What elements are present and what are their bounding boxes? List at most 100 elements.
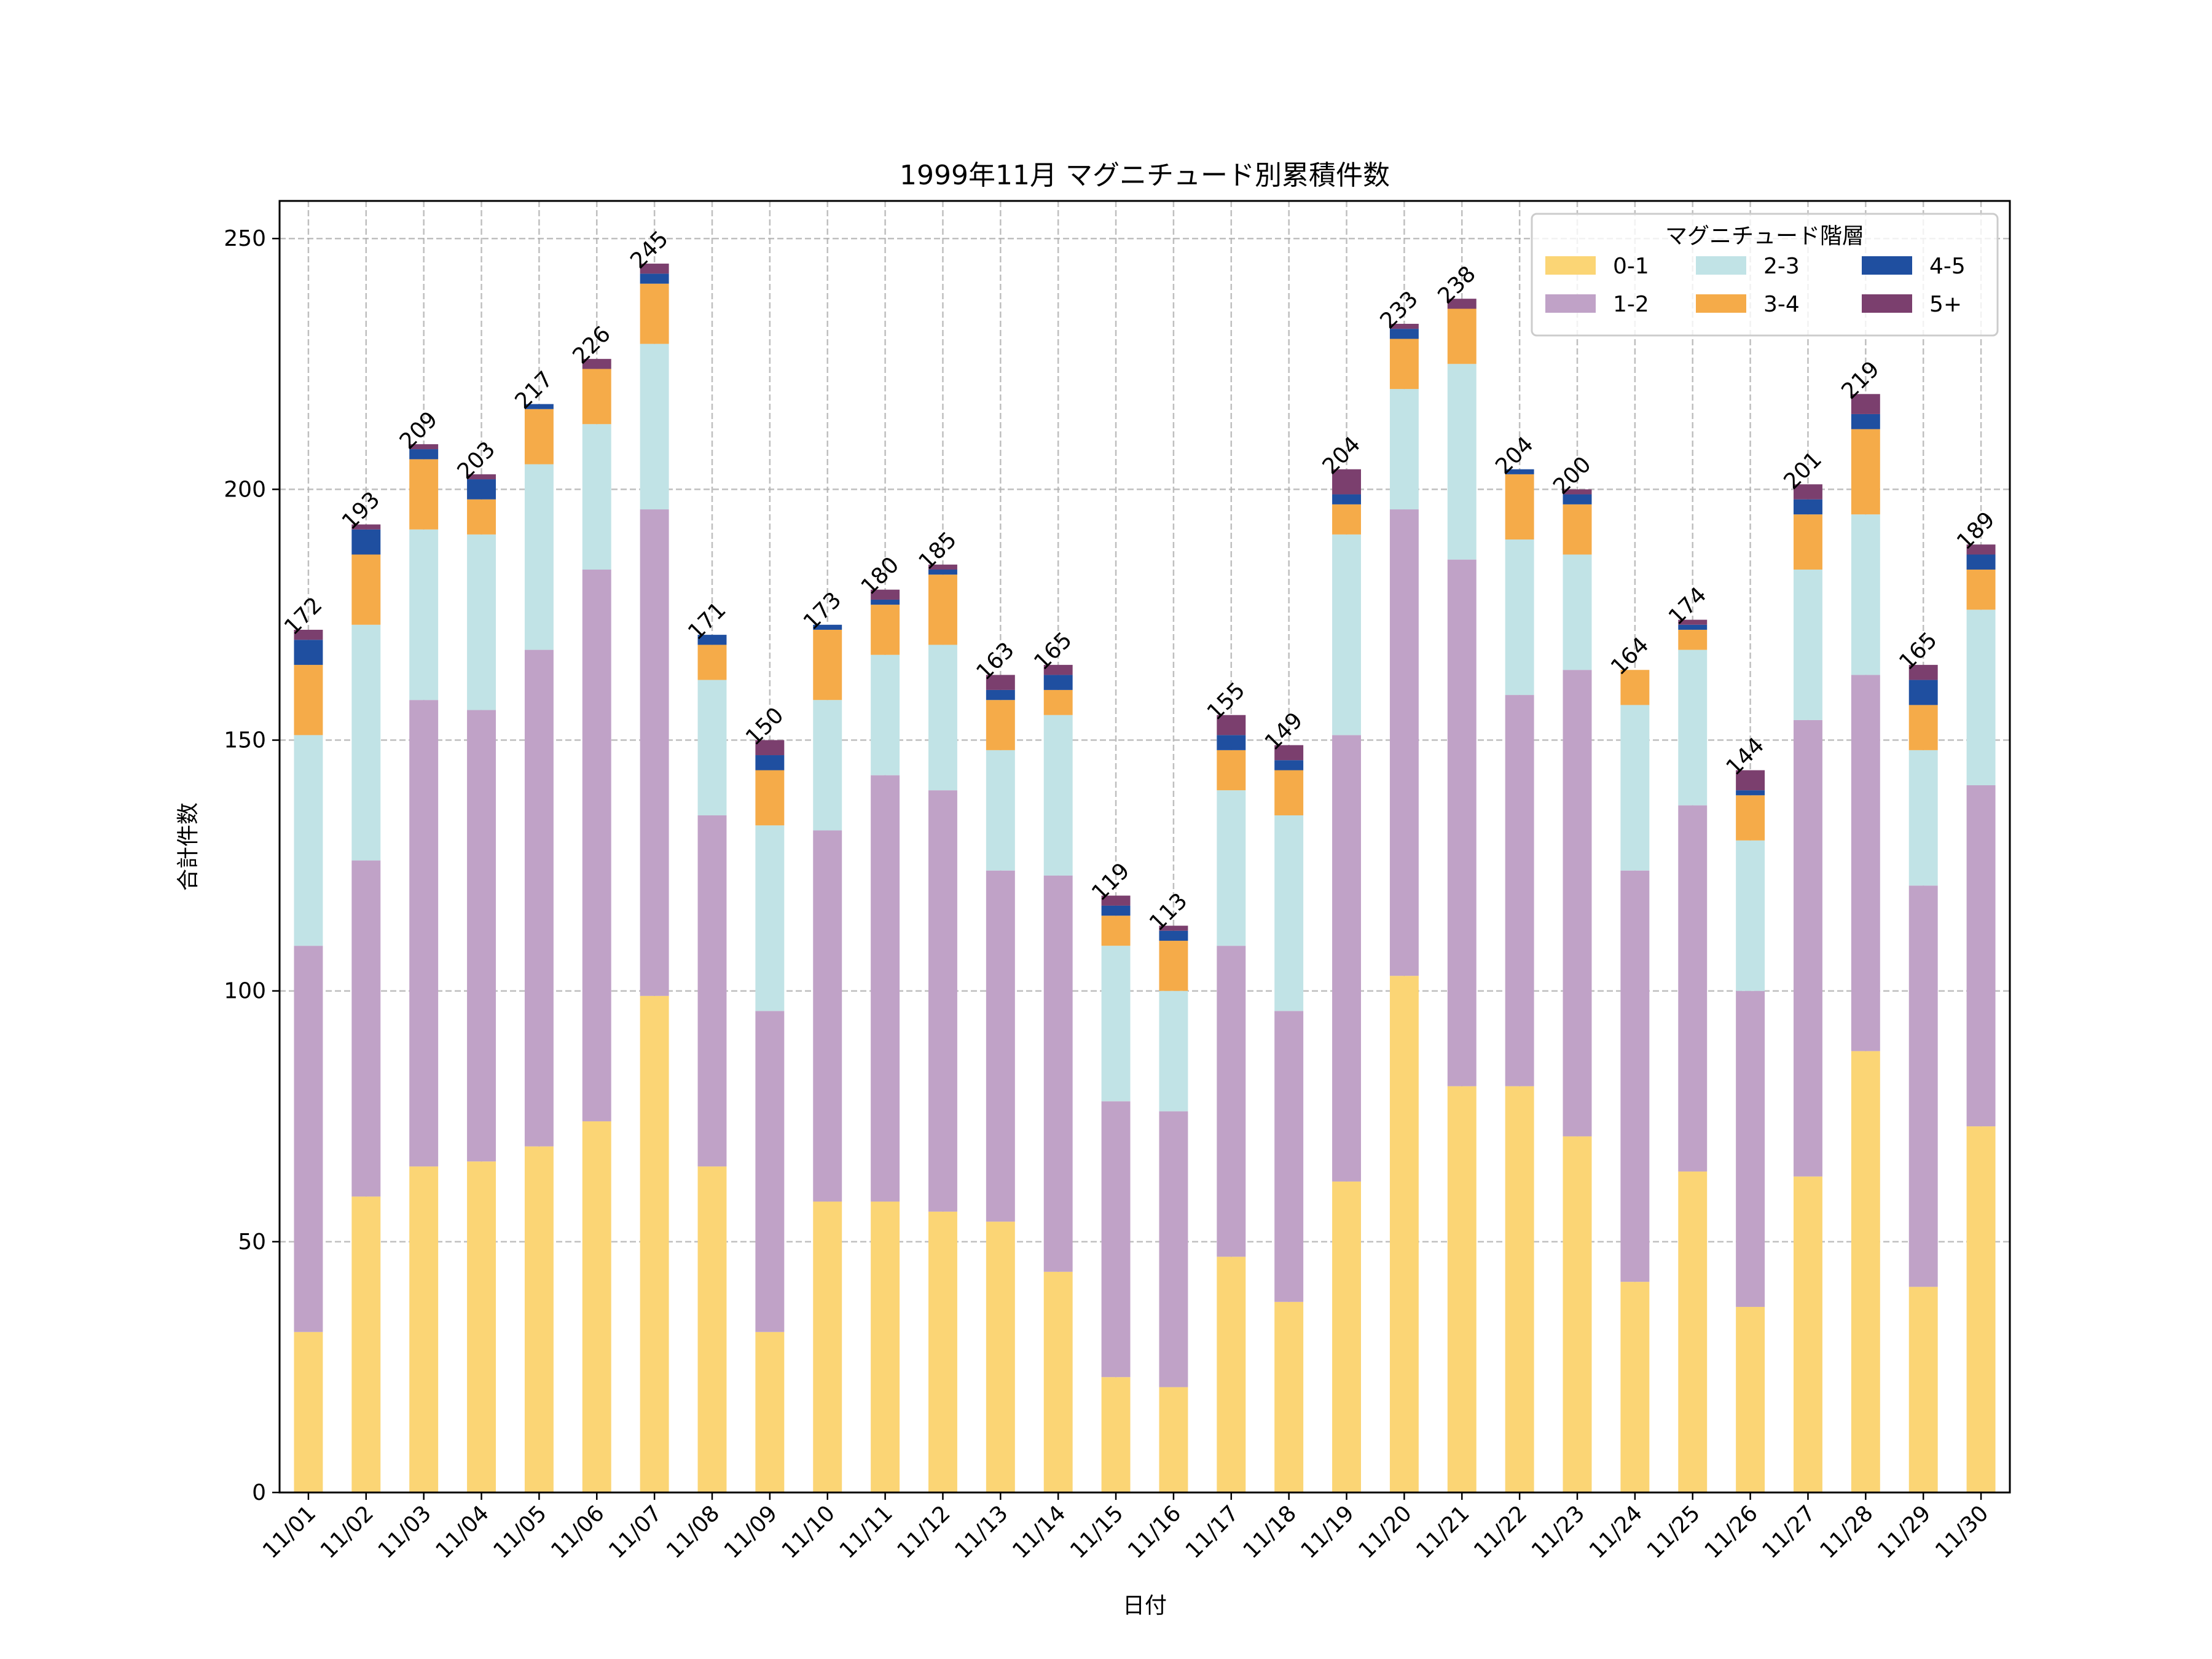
bar-segment-5+ xyxy=(1159,925,1188,931)
bar-segment-2-3 xyxy=(1966,610,1996,786)
bar-segment-2-3 xyxy=(1043,715,1073,876)
x-tick-label: 11/14 xyxy=(1008,1500,1070,1563)
bar-segment-1-2 xyxy=(582,569,611,1121)
bar-segment-1-2 xyxy=(1678,805,1708,1172)
bar-segment-3-4 xyxy=(1159,941,1188,991)
bar-segment-5+ xyxy=(1678,619,1708,625)
bar-segment-1-2 xyxy=(1851,675,1880,1051)
bar-segment-4-5 xyxy=(1966,554,1996,570)
bar-segment-0-1 xyxy=(1274,1301,1304,1492)
bar-segment-0-1 xyxy=(813,1201,842,1492)
bar-segment-4-5 xyxy=(467,479,496,500)
bar-segment-3-4 xyxy=(1908,705,1938,750)
bar-segment-2-3 xyxy=(928,645,957,791)
bar-segment-3-4 xyxy=(1043,689,1073,715)
bar-segment-3-4 xyxy=(1966,569,1996,610)
x-axis: 11/0111/0211/0311/0411/0511/0611/0711/08… xyxy=(258,1492,1993,1564)
bar-segment-2-3 xyxy=(986,750,1015,871)
bar-segment-4-5 xyxy=(1736,790,1765,796)
x-tick-label: 11/06 xyxy=(546,1500,609,1563)
bar-segment-1-2 xyxy=(1043,875,1073,1272)
x-tick-label: 11/22 xyxy=(1469,1500,1532,1563)
bar-segment-4-5 xyxy=(1043,675,1073,690)
x-tick-label: 11/17 xyxy=(1181,1500,1244,1563)
bar-segment-5+ xyxy=(1736,770,1765,791)
bar-segment-3-4 xyxy=(294,665,323,735)
bar-segment-0-1 xyxy=(1563,1136,1592,1492)
bar-segment-1-2 xyxy=(351,860,381,1197)
bar-segment-4-5 xyxy=(1794,499,1822,515)
bar-segment-2-3 xyxy=(1101,946,1131,1102)
y-axis: 0 50 100 150 200 250 xyxy=(224,226,280,1505)
x-tick-label: 11/03 xyxy=(374,1500,436,1563)
bar-segment-0-1 xyxy=(1620,1282,1650,1492)
x-tick-label: 11/16 xyxy=(1123,1500,1186,1563)
bar-segment-4-5 xyxy=(1389,329,1419,339)
bar-segment-0-1 xyxy=(1159,1387,1188,1492)
bar-segment-3-4 xyxy=(1447,308,1477,364)
bar-segment-2-3 xyxy=(409,529,439,700)
legend-label: 5+ xyxy=(1929,292,1962,317)
bar-segment-2-3 xyxy=(1620,705,1650,871)
bar-segment-3-4 xyxy=(1563,504,1592,555)
bar-segment-3-4 xyxy=(1274,770,1304,815)
legend-label: 3-4 xyxy=(1763,292,1800,317)
bar-segment-0-1 xyxy=(986,1222,1015,1492)
bar-segment-4-5 xyxy=(294,640,323,665)
bar-segment-2-3 xyxy=(524,464,554,650)
bar-segment-0-1 xyxy=(1678,1171,1708,1492)
legend-label: 1-2 xyxy=(1613,292,1649,317)
bar-segment-5+ xyxy=(871,589,900,600)
x-tick-label: 11/08 xyxy=(662,1500,724,1563)
bar-segment-4-5 xyxy=(1332,494,1361,504)
bar-segment-2-3 xyxy=(640,343,669,510)
bar-segment-1-2 xyxy=(1159,1111,1188,1387)
bar-segment-0-1 xyxy=(1908,1287,1938,1492)
bar-segment-3-4 xyxy=(1794,514,1822,570)
legend: マグニチュード階層 0-1 1-2 2-3 3-4 4-5 5+ xyxy=(1531,213,1999,337)
bar-segment-5+ xyxy=(467,474,496,480)
bar-segment-0-1 xyxy=(697,1166,727,1492)
bar-segment-1-2 xyxy=(1966,785,1996,1127)
bar-segment-2-3 xyxy=(1505,539,1534,696)
bars xyxy=(294,264,1996,1492)
bar-segment-1-2 xyxy=(1101,1101,1131,1378)
bar-segment-2-3 xyxy=(351,624,381,861)
bar-segment-3-4 xyxy=(1505,474,1534,540)
x-tick-label: 11/25 xyxy=(1642,1500,1705,1563)
bar-segment-3-4 xyxy=(813,629,842,700)
bar-segment-0-1 xyxy=(871,1201,900,1492)
bar-segment-5+ xyxy=(351,524,381,530)
x-tick-label: 11/12 xyxy=(892,1500,955,1563)
bar-segment-3-4 xyxy=(1101,916,1131,946)
x-tick-label: 11/28 xyxy=(1815,1500,1878,1563)
x-tick-label: 11/27 xyxy=(1757,1500,1820,1563)
bar-segment-5+ xyxy=(1101,895,1131,906)
bar-segment-5+ xyxy=(1274,745,1304,761)
bar-segment-0-1 xyxy=(1217,1257,1246,1492)
bar-segment-4-5 xyxy=(1274,760,1304,771)
bar-segment-0-1 xyxy=(294,1332,323,1492)
bar-segment-4-5 xyxy=(1159,930,1188,941)
bar-segment-2-3 xyxy=(1794,569,1822,720)
bar-segment-4-5 xyxy=(351,529,381,555)
bar-segment-1-2 xyxy=(1620,870,1650,1282)
x-tick-label: 11/29 xyxy=(1873,1500,1936,1563)
bar-segment-0-1 xyxy=(1332,1181,1361,1492)
bar-segment-0-1 xyxy=(1447,1086,1477,1492)
bar-segment-2-3 xyxy=(1274,815,1304,1011)
bar-segment-2-3 xyxy=(294,735,323,946)
bar-segment-1-2 xyxy=(697,815,727,1167)
bar-segment-5+ xyxy=(294,629,323,640)
bar-segment-4-5 xyxy=(640,273,669,284)
chart-title: 1999年11月 マグニチュード別累積件数 xyxy=(900,160,1390,191)
y-tick-label: 150 xyxy=(224,728,266,753)
bar-segment-3-4 xyxy=(524,409,554,465)
bar-segment-1-2 xyxy=(467,710,496,1162)
x-tick-label: 11/04 xyxy=(431,1500,494,1563)
y-tick-label: 50 xyxy=(238,1230,266,1255)
bar-segment-2-3 xyxy=(1332,534,1361,735)
bar-segment-0-1 xyxy=(582,1121,611,1492)
x-tick-label: 11/23 xyxy=(1527,1500,1590,1563)
bar-segment-0-1 xyxy=(467,1161,496,1492)
